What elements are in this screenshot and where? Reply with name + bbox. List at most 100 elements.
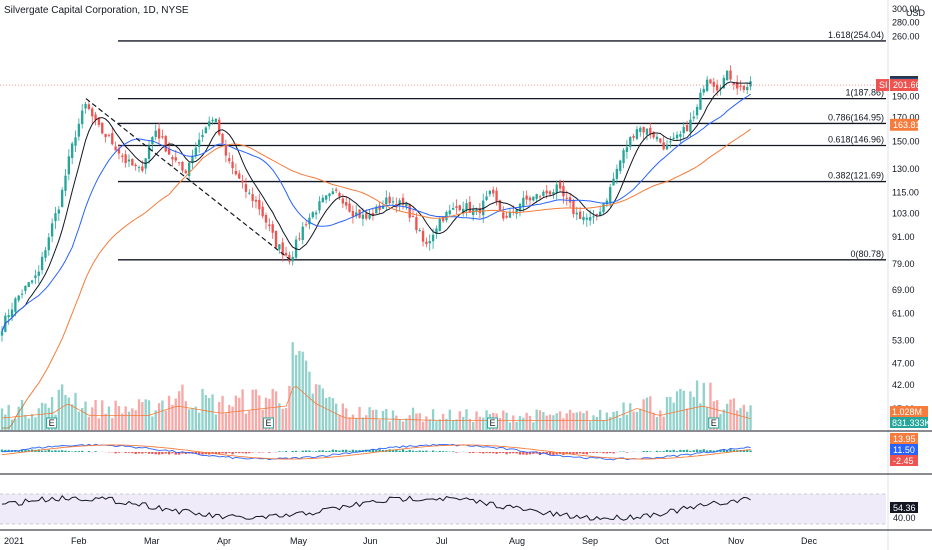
candle-body [91,108,94,117]
macd-hist-bar [27,450,30,452]
candle [224,139,228,163]
candle-body [318,201,321,211]
macd-hist-bar [548,452,552,455]
candle-body [709,79,712,84]
macd-hist-bar [134,452,137,454]
candle-body [645,128,649,135]
volume-bar [699,403,702,430]
earnings-marker-text: E [265,418,271,428]
candle [47,233,50,256]
volume-bar [438,419,441,430]
x-axis-label: Nov [728,536,745,546]
macd-hist-bar [645,450,649,452]
candle [20,289,24,299]
candle-body [575,212,578,215]
price-badge-text: 201.66 [893,80,921,90]
x-axis-label: Mar [144,536,160,546]
candle-body [111,133,114,145]
volume-bar [749,405,752,430]
candle [508,207,512,218]
candle [251,187,254,208]
macd-hist-bar [552,452,555,455]
macd-badge-text: -2.45 [893,456,914,466]
macd-hist-bar [81,450,84,452]
volume-bar [655,417,659,430]
candle [248,189,251,196]
candle [578,207,582,220]
volume-bar [545,415,548,430]
candle [37,265,40,284]
volume-bar [144,399,147,430]
macd-hist-bar [331,449,335,452]
macd-hist-bar [197,452,201,455]
earnings-marker: E [487,417,499,429]
candle-body [50,223,54,237]
volume-bar [615,411,619,430]
candle-body [231,161,234,169]
candle-body [101,122,104,134]
volume-bar [44,403,47,430]
candle [552,189,555,199]
candle [672,132,675,141]
candle-body [127,159,131,162]
candle-body [682,126,685,134]
candle-body [578,211,582,219]
price-tick-label: 61.00 [892,308,915,318]
volume-bar [30,413,34,430]
volume-bar [141,402,144,430]
candle-body [655,136,659,140]
volume-bar [715,400,719,430]
volume-bar [231,406,234,430]
volume-bar [712,401,715,430]
volume-bar [695,380,699,430]
volume-bar [421,421,425,430]
candle-body [355,212,358,217]
candle-body [381,205,385,209]
candle [615,164,619,184]
macd-hist-bar [719,449,722,452]
macd-hist-bar [321,450,324,452]
candle-body [672,137,675,139]
macd-hist-bar [605,452,609,454]
volume-bar [37,408,40,430]
volume-bar [515,421,518,430]
candle [291,251,294,266]
candle-body [81,110,84,125]
candle-body [635,129,639,139]
candle-body [749,81,752,87]
candle-body [639,127,642,132]
volume-badge-text: 1.028M [892,407,922,417]
candle [64,169,67,197]
candle [87,101,91,111]
macd-hist-bar [311,451,314,452]
macd-hist-bar [335,450,338,452]
candle [655,133,659,142]
candle [565,190,568,206]
candle-body [181,161,184,171]
candle-body [254,199,258,202]
candle [111,127,114,146]
macd-hist-bar [675,451,679,452]
candle-body [665,144,669,150]
candle-body [328,193,331,197]
candle-body [679,134,682,137]
macd-hist-bar [151,452,154,454]
volume-bar [709,382,712,430]
price-tick-label: 190.00 [892,91,920,101]
candle-body [659,138,662,143]
candle-body [151,136,154,145]
macd-hist-bar [258,452,261,453]
macd-hist-bar [685,449,689,452]
macd-hist-bar [238,452,241,454]
volume-bar [662,416,665,430]
macd-hist-bar [324,451,328,452]
volume-bar [174,398,177,430]
candle-body [288,255,291,262]
candle-body [134,164,137,167]
macd-hist-bar [732,449,736,452]
candle-body [121,155,124,157]
candle-body [324,195,328,200]
volume-bar [525,412,528,430]
candle-body [30,280,34,283]
